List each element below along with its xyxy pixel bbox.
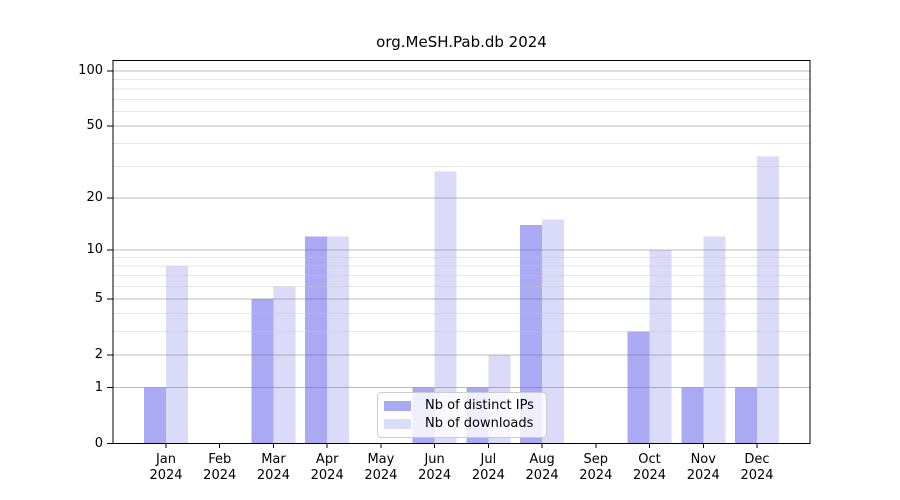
legend-item-distinct-ips: Nb of distinct IPs [384,398,540,414]
bar-downloads-apr-2024 [327,236,350,444]
x-tick-label-jan: Jan 2024 [149,452,183,483]
x-tick-label-sep: Sep 2024 [579,452,613,483]
bar-ips-dec-2024 [735,387,757,444]
y-tick-label-20: 20 [86,189,103,205]
bar-ips-apr-2024 [305,236,328,444]
legend-swatch-distinct-ips [384,400,411,411]
y-tick-label-10: 10 [86,241,103,257]
y-tick-label-5: 5 [94,290,103,306]
bar-downloads-nov-2024 [703,236,726,444]
legend-swatch-downloads [384,419,411,430]
y-tick-label-2: 2 [94,346,103,362]
bar-downloads-jun-2024 [434,171,457,444]
legend-label-downloads: Nb of downloads [425,416,534,432]
x-tick-label-aug: Aug 2024 [525,452,559,483]
bar-ips-aug-2024 [520,224,543,444]
y-tick-label-50: 50 [86,118,103,134]
bar-ips-nov-2024 [681,387,704,444]
x-tick-label-oct: Oct 2024 [632,452,667,483]
legend-item-downloads: Nb of downloads [384,416,540,432]
y-tick-label-0: 0 [94,435,103,451]
y-tick-label-1: 1 [94,379,103,395]
bar-ips-jan-2024 [144,387,166,444]
plot-box-spines [112,60,811,444]
bar-downloads-dec-2024 [757,156,779,444]
x-tick-label-feb: Feb 2024 [203,452,237,483]
y-tick-label-100: 100 [78,62,103,78]
x-tick-label-nov: Nov 2024 [686,452,720,483]
x-tick-label-mar: Mar 2024 [256,452,290,483]
x-tick-label-apr: Apr 2024 [310,452,344,483]
legend-label-distinct-ips: Nb of distinct IPs [425,397,534,413]
x-tick-label-jul: Jul 2024 [471,452,505,483]
x-tick-label-may: May 2024 [364,452,398,483]
chart-title: org.MeSH.Pab.db 2024 [376,33,547,51]
bar-downloads-mar-2024 [273,286,296,444]
bar-downloads-oct-2024 [649,249,672,444]
legend: Nb of distinct IPs Nb of downloads [377,392,547,438]
x-tick-label-dec: Dec 2024 [740,452,774,483]
bar-ips-mar-2024 [251,298,274,444]
x-tick-label-jun: Jun 2024 [418,452,452,483]
